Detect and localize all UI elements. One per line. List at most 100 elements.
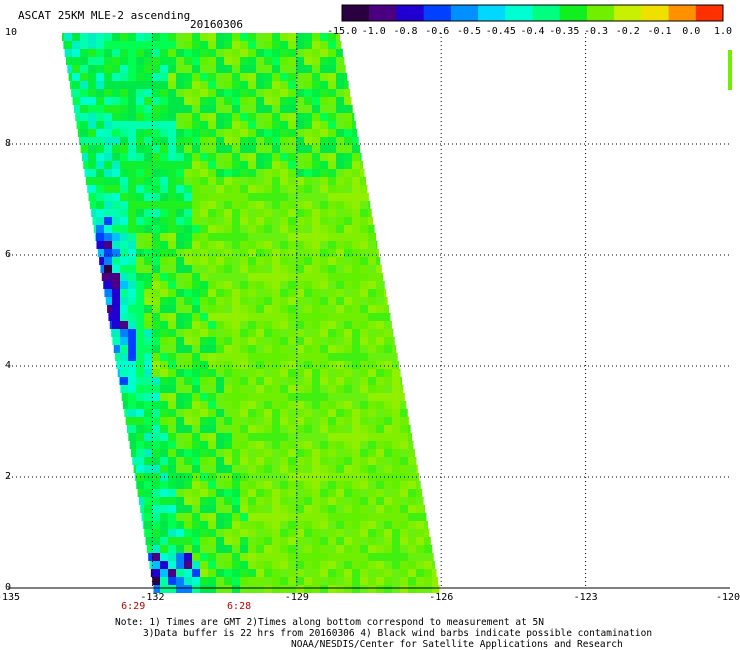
y-tick-label: 10 xyxy=(5,27,18,38)
swath-cell xyxy=(144,441,152,449)
swath-cell xyxy=(152,569,160,577)
swath-cell xyxy=(320,241,328,249)
swath-cell xyxy=(232,457,240,465)
swath-cell xyxy=(216,457,224,465)
swath-cell xyxy=(176,73,184,81)
swath-cell xyxy=(200,129,208,137)
swath-cell xyxy=(113,345,120,353)
swath-cell xyxy=(416,569,424,577)
swath-cell xyxy=(208,569,216,577)
swath-cell xyxy=(424,585,432,593)
swath-cell xyxy=(67,65,72,73)
swath-cell xyxy=(336,449,344,457)
swath-cell xyxy=(392,329,394,337)
swath-cell xyxy=(264,329,272,337)
swath-cell xyxy=(304,537,312,545)
swath-cell xyxy=(328,161,336,169)
swath-cell xyxy=(408,433,413,441)
swath-cell xyxy=(264,217,272,225)
swath-cell xyxy=(360,425,368,433)
swath-cell xyxy=(192,217,200,225)
swath-cell xyxy=(416,537,424,545)
swath-cell xyxy=(272,273,280,281)
swath-cell xyxy=(168,497,176,505)
swath-cell xyxy=(400,369,401,377)
swath-cell xyxy=(312,313,320,321)
swath-cell xyxy=(272,49,280,57)
swath-cell xyxy=(168,321,176,329)
swath-cell xyxy=(152,145,160,153)
swath-cell xyxy=(296,337,304,345)
swath-cell xyxy=(376,505,384,513)
swath-cell xyxy=(304,585,312,593)
swath-cell xyxy=(296,425,304,433)
swath-cell xyxy=(288,489,296,497)
swath-cell xyxy=(176,273,184,281)
swath-cell xyxy=(240,73,248,81)
swath-cell xyxy=(272,201,280,209)
swath-cell xyxy=(272,161,280,169)
swath-cell xyxy=(136,345,144,353)
colorbar xyxy=(341,4,724,22)
swath-cell xyxy=(192,57,200,65)
swath-cell xyxy=(368,497,376,505)
swath-cell xyxy=(328,369,336,377)
swath-cell xyxy=(200,545,208,553)
swath-cell xyxy=(232,481,240,489)
swath-cell xyxy=(240,345,248,353)
swath-cell xyxy=(192,73,200,81)
swath-cell xyxy=(115,353,120,361)
swath-cell xyxy=(192,153,200,161)
swath-cell xyxy=(344,137,352,145)
swath-cell xyxy=(208,73,216,81)
swath-cell xyxy=(264,97,272,105)
swath-cell xyxy=(280,241,288,249)
swath-cell xyxy=(312,417,320,425)
swath-cell xyxy=(192,409,200,417)
swath-cell xyxy=(120,313,128,321)
swath-cell xyxy=(112,193,120,201)
swath-cell xyxy=(336,169,344,177)
swath-cell xyxy=(168,49,176,57)
swath-cell xyxy=(224,417,232,425)
swath-cell xyxy=(288,49,296,57)
swath-cell xyxy=(256,273,264,281)
swath-cell xyxy=(424,537,431,545)
swath-cell xyxy=(320,209,328,217)
swath-cell xyxy=(216,137,224,145)
swath-cell xyxy=(80,73,88,81)
swath-cell xyxy=(168,441,176,449)
swath-cell xyxy=(240,257,248,265)
swath-cell xyxy=(192,513,200,521)
swath-cell xyxy=(344,281,352,289)
swath-cell xyxy=(272,97,280,105)
swath-cell xyxy=(296,361,304,369)
swath-cell xyxy=(192,361,200,369)
swath-cell xyxy=(248,313,256,321)
swath-cell xyxy=(320,561,328,569)
swath-cell xyxy=(208,169,216,177)
swath-cell xyxy=(424,505,426,513)
swath-cell xyxy=(96,65,104,73)
swath-cell xyxy=(376,321,384,329)
swath-cell xyxy=(128,417,136,425)
swath-cell xyxy=(416,513,424,521)
swath-cell xyxy=(240,41,248,49)
swath-cell xyxy=(176,33,184,41)
swath-cell xyxy=(256,329,264,337)
swath-cell xyxy=(328,553,336,561)
swath-cell xyxy=(232,545,240,553)
swath-cell xyxy=(264,305,272,313)
swath-cell xyxy=(240,49,248,57)
swath-cell xyxy=(128,361,136,369)
swath-cell xyxy=(128,113,136,121)
swath-cell xyxy=(288,449,296,457)
swath-cell xyxy=(152,521,160,529)
swath-cell xyxy=(112,57,120,65)
swath-cell xyxy=(256,169,264,177)
swath-cell xyxy=(344,497,352,505)
swath-cell xyxy=(408,489,416,497)
swath-cell xyxy=(280,177,288,185)
swath-cell xyxy=(240,353,248,361)
swath-cell xyxy=(304,73,312,81)
